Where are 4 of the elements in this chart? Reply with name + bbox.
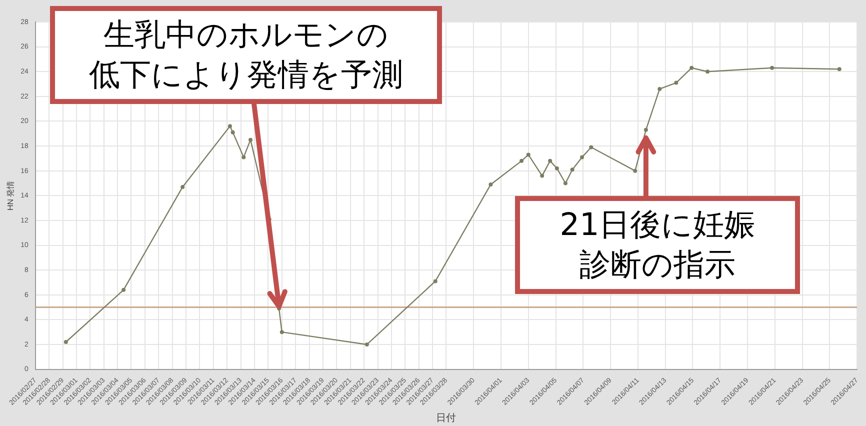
y-axis-title: HN 発情 — [6, 180, 16, 211]
annotation: 生乳中のホルモンの低下により発情を予測 — [88, 16, 404, 95]
annotation: 21日後に妊娠診断の指示 — [558, 206, 756, 285]
x-axis-title: 日付 — [436, 412, 456, 424]
